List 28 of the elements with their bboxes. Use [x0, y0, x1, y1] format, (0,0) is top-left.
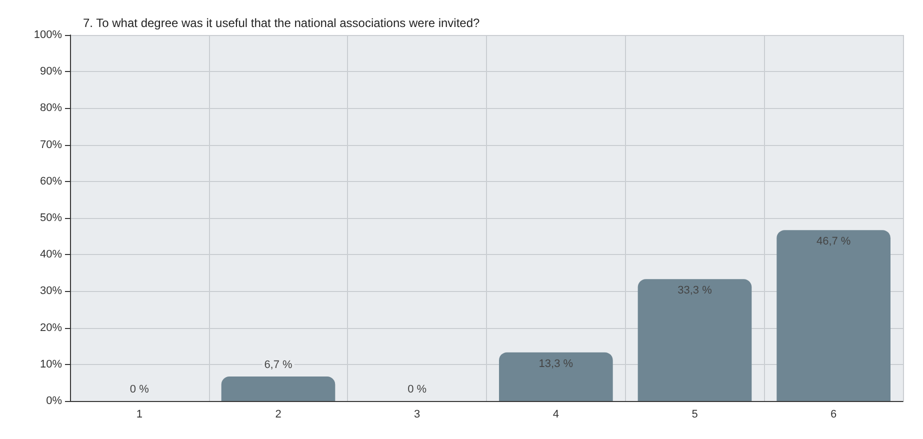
bar — [776, 230, 891, 401]
y-tick-label: 70% — [40, 138, 62, 151]
data-label: 46,7 % — [816, 236, 851, 248]
bar — [638, 279, 752, 401]
y-tick-label: 10% — [40, 358, 62, 370]
y-tick-label: 20% — [40, 322, 62, 334]
x-tick-label: 6 — [830, 408, 837, 420]
x-tick-label: 3 — [414, 408, 420, 420]
bar — [221, 376, 336, 401]
data-label: 33,3 % — [678, 284, 712, 297]
chart-title: 7. To what degree was it useful that the national associations were invited? — [83, 16, 480, 30]
x-tick-label: 2 — [275, 408, 282, 420]
data-label: 0 % — [408, 384, 427, 396]
y-tick-label: 30% — [40, 285, 62, 298]
y-tick-label: 40% — [40, 248, 62, 261]
y-tick-label: 80% — [40, 102, 62, 114]
data-label: 0 % — [130, 384, 150, 396]
x-tick-label: 4 — [552, 408, 559, 420]
y-tick-label: 90% — [40, 66, 62, 78]
x-tick-label: 5 — [692, 408, 698, 420]
bar — [498, 352, 613, 401]
y-tick-label: 100% — [34, 29, 62, 41]
x-tick-label: 1 — [136, 408, 142, 420]
y-tick-label: 0% — [46, 395, 62, 407]
y-tick-label: 60% — [40, 175, 62, 188]
data-label: 6,7 % — [264, 358, 293, 371]
y-tick-label: 50% — [40, 212, 62, 224]
data-label: 13,3 % — [538, 358, 574, 370]
